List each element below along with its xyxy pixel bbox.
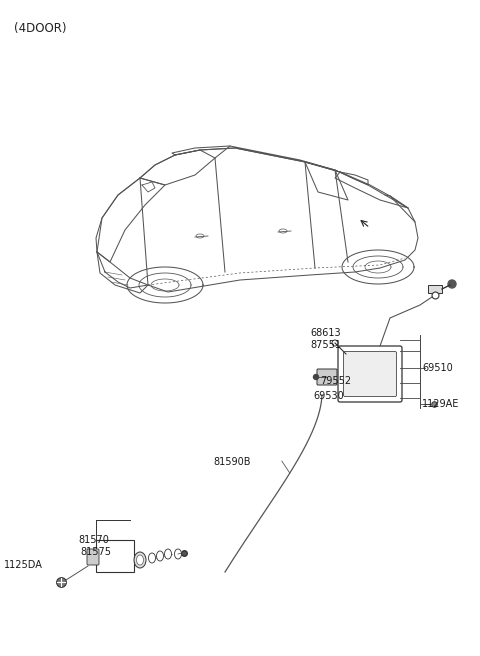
FancyBboxPatch shape xyxy=(317,369,337,385)
Text: 1129AE: 1129AE xyxy=(422,399,459,409)
Text: 81570: 81570 xyxy=(78,535,109,545)
Text: 79552: 79552 xyxy=(320,376,351,386)
FancyBboxPatch shape xyxy=(87,549,99,565)
FancyBboxPatch shape xyxy=(338,346,402,402)
FancyBboxPatch shape xyxy=(344,352,396,396)
Ellipse shape xyxy=(134,552,146,568)
Circle shape xyxy=(448,280,456,288)
Text: (4DOOR): (4DOOR) xyxy=(14,22,67,35)
Text: 87551: 87551 xyxy=(310,340,341,350)
Text: 81590B: 81590B xyxy=(213,457,251,467)
Text: 68613: 68613 xyxy=(310,328,341,338)
Bar xyxy=(96,540,134,572)
Text: 81575: 81575 xyxy=(80,547,111,557)
Ellipse shape xyxy=(136,555,144,565)
Text: 69510: 69510 xyxy=(422,363,453,373)
Bar xyxy=(428,285,442,293)
Circle shape xyxy=(313,375,319,380)
Text: 1125DA: 1125DA xyxy=(4,560,43,570)
Text: 69530: 69530 xyxy=(313,391,344,401)
